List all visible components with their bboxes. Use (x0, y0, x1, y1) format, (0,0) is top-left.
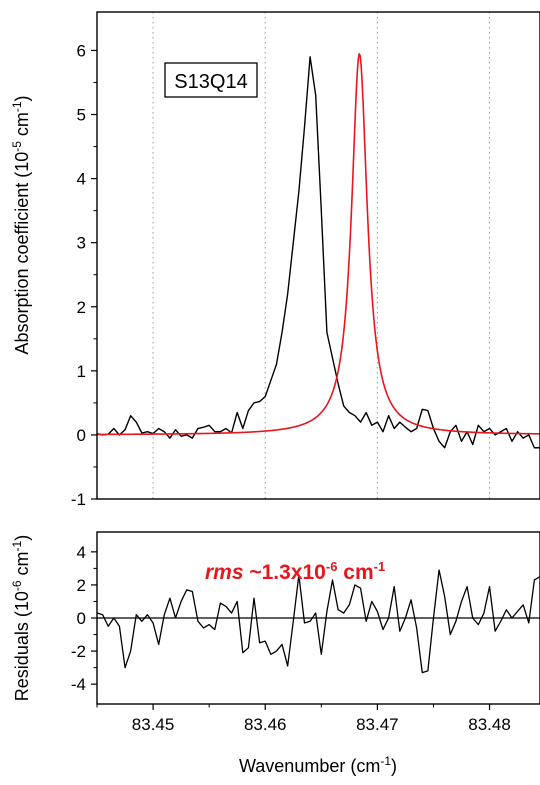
bottom-series-layer (96, 569, 540, 674)
top-y-axis-label: Absorption coefficient (10-5 cm-1) (10, 95, 32, 354)
annotation-box: S13Q14 (164, 62, 258, 98)
top-y-ticks: -1 0 1 2 3 4 5 6 (71, 41, 97, 509)
bottom-plot-frame (96, 531, 540, 705)
top-y-tick-label-1: 0 (77, 426, 86, 445)
x-tick-label-3: 83.48 (468, 715, 511, 734)
bottom-y-ticks: -4 -2 0 2 4 (71, 543, 97, 694)
x-tick-label-2: 83.47 (356, 715, 399, 734)
top-y-tick-label-2: 1 (77, 362, 86, 381)
top-y-tick-label-6: 5 (77, 106, 86, 125)
residuals-line (96, 569, 540, 674)
x-tick-label-1: 83.46 (244, 715, 287, 734)
top-series-layer (96, 52, 540, 449)
top-y-tick-label-5: 4 (77, 170, 86, 189)
x-tick-label-0: 83.45 (132, 715, 175, 734)
bottom-y-tick-label-0: -4 (71, 675, 86, 694)
bottom-y-tick-label-1: -2 (71, 642, 86, 661)
residuals-panel: -4 -2 0 2 4 83.45 83.46 83.47 83.48 rms ~1.3x10… (10, 531, 540, 776)
rms-annotation: rms ~1.3x10-6 cm-1 (205, 559, 385, 584)
absorption-panel: -1 0 1 2 3 4 5 6 S13Q14 Absorption coefficient … (10, 11, 540, 509)
top-y-tick-label-3: 2 (77, 298, 86, 317)
top-plot-frame (96, 11, 540, 500)
bottom-y-tick-label-3: 2 (77, 576, 86, 595)
fitted-profile-line (97, 52, 540, 436)
annotation-line-id: S13Q14 (174, 71, 247, 93)
top-y-tick-label-7: 6 (77, 41, 86, 60)
top-y-tick-label-0: -1 (71, 490, 86, 509)
bottom-x-ticks: 83.45 83.46 83.47 83.48 (96, 704, 511, 734)
annotation-box-border (164, 62, 258, 98)
x-axis-label: Wavenumber (cm-1) (239, 754, 397, 776)
bottom-y-tick-label-4: 4 (77, 543, 86, 562)
top-y-tick-label-4: 3 (77, 234, 86, 253)
top-gridlines (152, 12, 491, 499)
bottom-y-axis-label: Residuals (10-6 cm-1) (10, 535, 32, 701)
bottom-y-tick-label-2: 0 (77, 609, 86, 628)
observed-spectrum-line (96, 56, 540, 449)
